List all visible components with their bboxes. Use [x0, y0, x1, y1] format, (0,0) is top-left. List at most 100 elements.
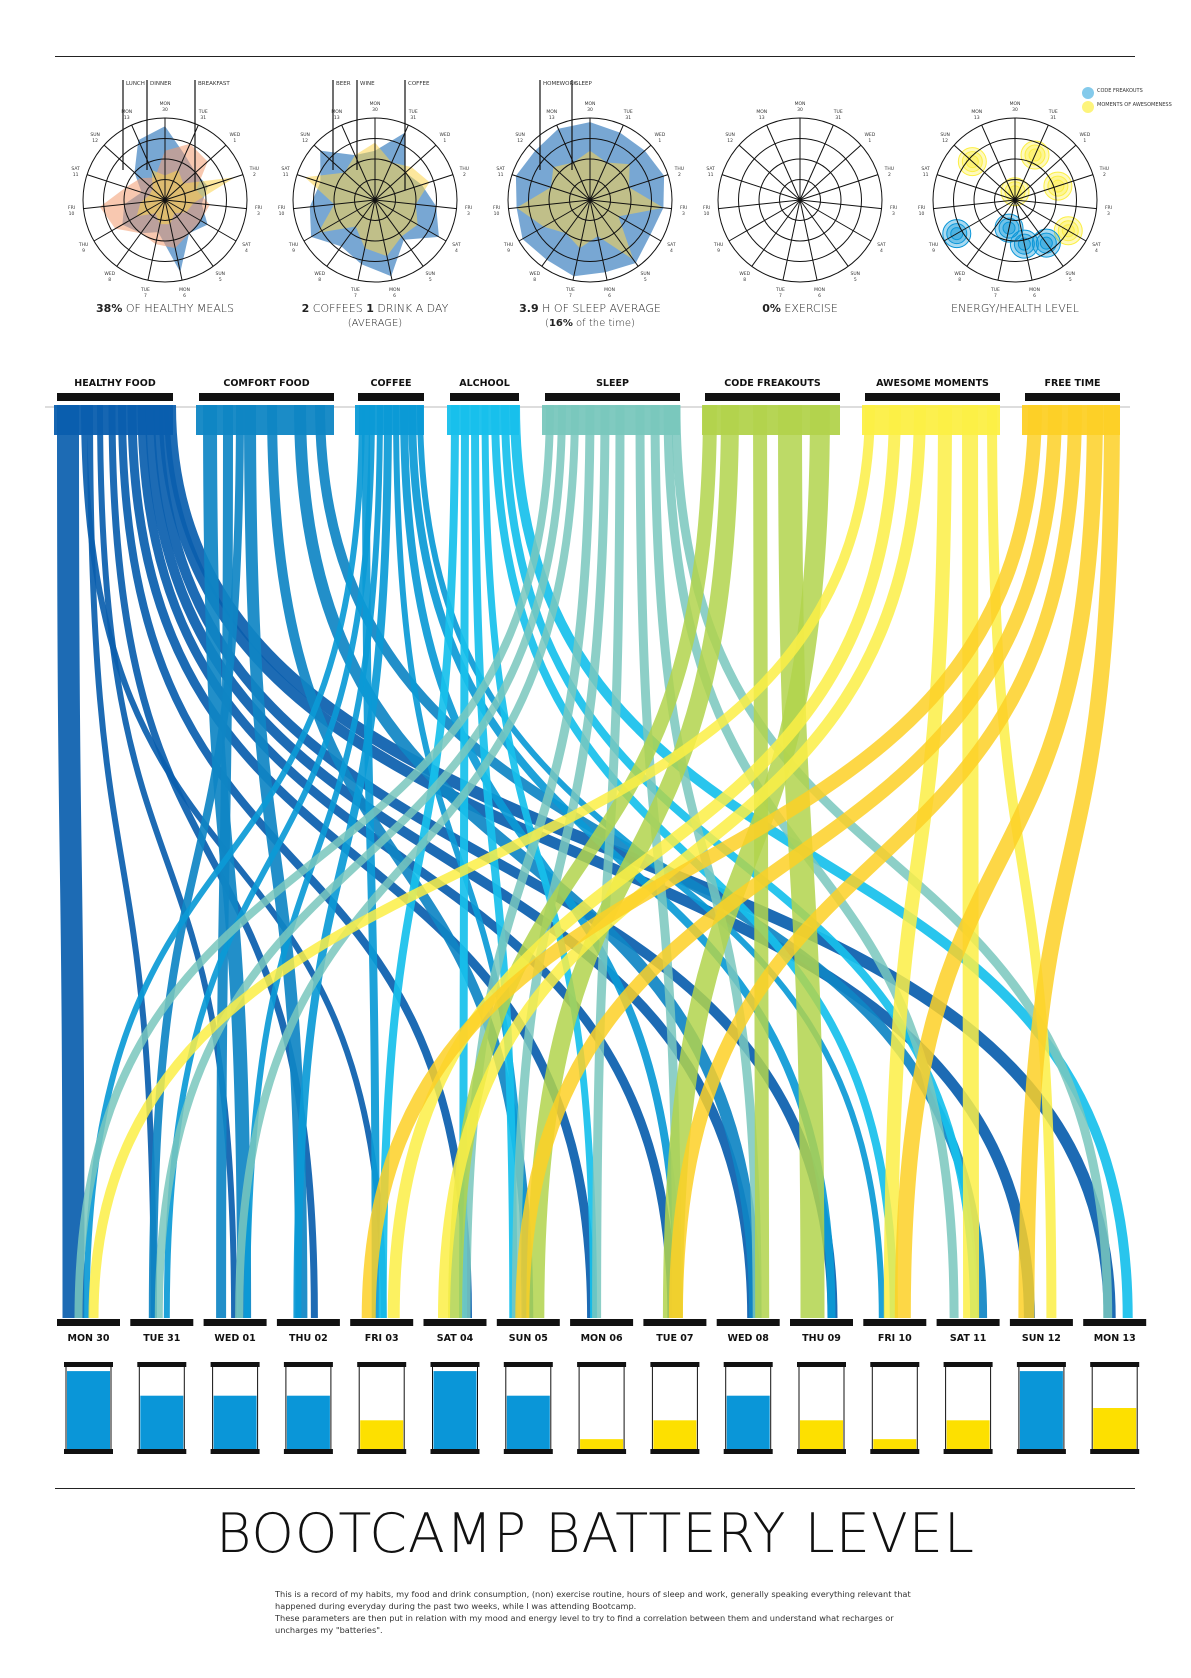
stat-part: ( [545, 318, 549, 329]
radar-day-number: 31 [835, 115, 841, 121]
day-label: WED 01 [214, 1333, 255, 1344]
day-label: THU 02 [289, 1333, 328, 1344]
stat-part: 2 [302, 302, 310, 315]
radar-day-label: THU [884, 166, 894, 172]
radar-spoke [589, 199, 639, 267]
flow-free-to-day-7 [515, 404, 1062, 1319]
day-bar [863, 1319, 927, 1326]
radar-day-label: SAT [71, 166, 80, 172]
legend-freakout-label: CODE FREAKOUTS [1097, 88, 1143, 94]
radar-day-label: WED [439, 132, 450, 138]
flow-freak-to-day-9 [662, 404, 830, 1319]
top-rule [55, 56, 1135, 57]
radar-spoke [572, 199, 591, 281]
radar-day-label: SAT [452, 242, 461, 248]
radar-day-number: 13 [124, 115, 130, 121]
flow-origin-free [1022, 405, 1120, 435]
radar-spoke [164, 124, 199, 201]
battery-fill [1093, 1408, 1137, 1449]
radar-day-label: MON [795, 101, 806, 107]
radar-day-label: WED [654, 132, 665, 138]
radar-day-number: 31 [410, 115, 416, 121]
radar-day-label: THU [249, 166, 259, 172]
radar-day-label: TUE [623, 109, 633, 115]
radar-day-label: THU [503, 242, 513, 248]
radar-day-number: 6 [818, 293, 821, 299]
radar-day-label: SUN [425, 271, 435, 277]
radar-spoke [966, 199, 1016, 267]
day-label: WED 08 [728, 1333, 770, 1344]
radar-day-label: SUN [215, 271, 225, 277]
radar-day-number: 31 [1050, 115, 1056, 121]
radar-day-number: 5 [854, 277, 857, 283]
radar-spoke [164, 199, 214, 267]
radar-day-label: MON [1029, 287, 1040, 293]
radar-day-number: 10 [69, 211, 75, 217]
radar-day-label: THU [928, 242, 938, 248]
radar-spoke [589, 124, 624, 201]
battery-cap-top [430, 1362, 480, 1367]
radar-day-label: MON [179, 287, 190, 293]
day-label: SAT 04 [437, 1333, 474, 1344]
flow-comfort-to-day-2 [148, 404, 244, 1319]
day-label: SUN 12 [1022, 1333, 1061, 1344]
description-paragraph-1: This is a record of my habits, my food a… [275, 1589, 911, 1611]
battery-cap-top [723, 1362, 773, 1367]
radar-day-number: 12 [942, 138, 948, 144]
callout-label: HOMEWORK [543, 81, 577, 87]
radar-day-label: WED [229, 132, 240, 138]
battery-fill [433, 1371, 477, 1449]
radar-spoke [556, 124, 591, 201]
radar-spoke [1014, 144, 1077, 201]
radar-spoke [589, 199, 672, 210]
radar-day-label: TUE [350, 287, 360, 293]
radar-spoke [589, 199, 608, 281]
radar-spoke [147, 199, 166, 281]
battery-9 [650, 1362, 700, 1454]
radar-spoke [374, 199, 447, 242]
radar-day-label: THU [713, 242, 723, 248]
battery-5 [357, 1362, 407, 1454]
day-label: FRI 03 [365, 1333, 399, 1344]
radar-spoke [93, 199, 166, 242]
flow-free-to-day-5 [361, 404, 1042, 1319]
battery-cap-top [64, 1362, 113, 1367]
battery-cap-bottom [1016, 1449, 1066, 1454]
radar-spoke [131, 124, 166, 201]
stat-part: COFFEES [309, 302, 366, 315]
radar-day-number: 30 [1012, 107, 1018, 113]
battery-cap-top [503, 1362, 553, 1367]
radar-spoke [116, 199, 166, 267]
radar-stat: 0% EXERCISE [762, 302, 838, 315]
radar-day-label: TUE [833, 109, 843, 115]
day-bar [423, 1319, 487, 1326]
battery-cap-bottom [943, 1449, 993, 1454]
day-label: SUN 05 [509, 1333, 548, 1344]
radar-series-breakfast [136, 170, 236, 225]
radar-day-number: 12 [517, 138, 523, 144]
radar-day-label: WED [864, 132, 875, 138]
battery-cap-top [943, 1362, 993, 1367]
battery-cap-bottom [210, 1449, 260, 1454]
radar-spoke [997, 199, 1016, 281]
radar-spoke [799, 124, 834, 201]
radar-day-label: SUN [640, 271, 650, 277]
radar-day-label: MON [604, 287, 615, 293]
radar-day-number: 1 [443, 138, 446, 144]
radar-spoke [86, 174, 166, 201]
radar-spoke [782, 199, 801, 281]
radar-day-label: MON [814, 287, 825, 293]
category-bar-sleep [545, 393, 680, 401]
category-label-sleep: SLEEP [596, 378, 629, 389]
radar-day-label: SAT [667, 242, 676, 248]
radar-spoke [799, 144, 862, 201]
category-bar-freak [705, 393, 840, 401]
flow-origin-coffee [355, 405, 424, 435]
stat-part: 38% [96, 302, 122, 315]
category-bar-coffee [358, 393, 424, 401]
radar-spoke [799, 174, 879, 201]
battery-fill [506, 1395, 550, 1449]
radar-day-label: TUE [198, 109, 208, 115]
